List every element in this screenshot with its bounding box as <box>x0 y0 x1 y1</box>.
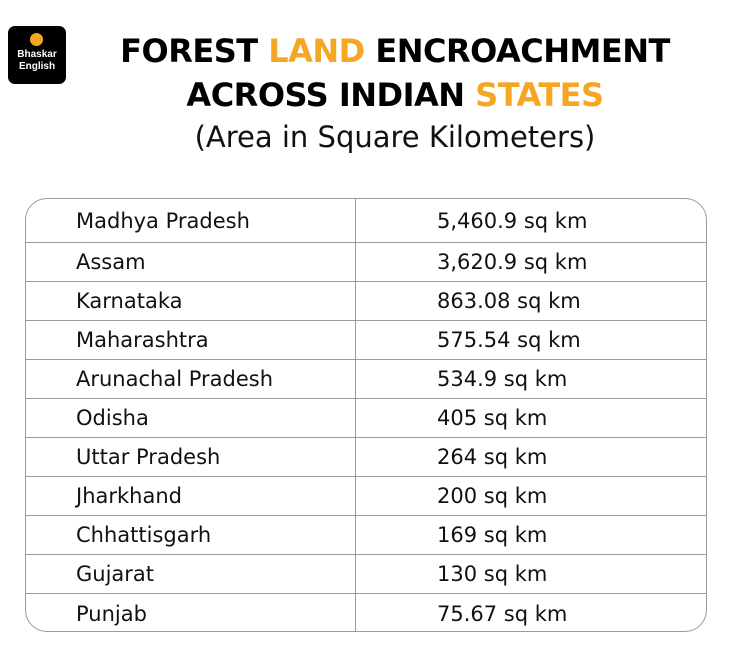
title-accent-states: STATES <box>475 76 604 114</box>
table-row: Madhya Pradesh 5,460.9 sq km <box>26 199 706 243</box>
state-name-cell: Maharashtra <box>76 328 209 352</box>
table-row: Jharkhand 200 sq km <box>26 477 706 516</box>
table-body: Madhya Pradesh 5,460.9 sq km Assam 3,620.9 … <box>26 199 706 631</box>
table-row: Chhattisgarh 169 sq km <box>26 516 706 555</box>
title-line-1-part-2: ENCROACHMENT <box>364 32 670 70</box>
area-value-cell: 3,620.9 sq km <box>437 250 588 274</box>
area-value-cell: 200 sq km <box>437 484 548 508</box>
subtitle: (Area in Square Kilometers) <box>194 120 596 154</box>
area-value-cell: 405 sq km <box>437 406 548 430</box>
bhaskar-english-logo: Bhaskar English <box>8 26 66 84</box>
area-value-cell: 264 sq km <box>437 445 548 469</box>
state-name-cell: Karnataka <box>76 289 183 313</box>
state-name-cell: Madhya Pradesh <box>76 208 250 233</box>
state-name-cell: Jharkhand <box>76 484 182 508</box>
area-value-cell: 169 sq km <box>437 523 548 547</box>
area-value-cell: 75.67 sq km <box>437 601 568 626</box>
state-name-cell: Arunachal Pradesh <box>76 367 274 391</box>
title-line-2: ACROSS INDIAN STATES <box>60 76 730 114</box>
area-value-cell: 130 sq km <box>437 562 548 586</box>
state-name-cell: Chhattisgarh <box>76 523 212 547</box>
area-value-cell: 534.9 sq km <box>437 367 568 391</box>
encroachment-table: Madhya Pradesh 5,460.9 sq km Assam 3,620.9 … <box>25 198 707 632</box>
table-row: Arunachal Pradesh 534.9 sq km <box>26 360 706 399</box>
title-line-1-part-1: FOREST <box>120 32 269 70</box>
area-value-cell: 5,460.9 sq km <box>437 208 588 233</box>
state-name-cell: Odisha <box>76 406 149 430</box>
logo-line-1: Bhaskar <box>17 49 57 60</box>
table-row: Punjab 75.67 sq km <box>26 594 706 631</box>
table-row: Karnataka 863.08 sq km <box>26 282 706 321</box>
sun-dot-icon <box>30 33 43 46</box>
column-divider <box>355 199 356 631</box>
state-name-cell: Uttar Pradesh <box>76 445 221 469</box>
title-line-2-part-1: ACROSS INDIAN <box>186 76 476 114</box>
state-name-cell: Gujarat <box>76 562 155 586</box>
title-accent-land: LAND <box>268 32 365 70</box>
state-name-cell: Assam <box>76 250 146 274</box>
table-row: Uttar Pradesh 264 sq km <box>26 438 706 477</box>
table-row: Assam 3,620.9 sq km <box>26 243 706 282</box>
state-name-cell: Punjab <box>76 601 147 626</box>
title-line-1: FOREST LAND ENCROACHMENT <box>60 32 730 70</box>
table-row: Odisha 405 sq km <box>26 399 706 438</box>
logo-line-2: English <box>18 61 56 72</box>
table-row: Gujarat 130 sq km <box>26 555 706 594</box>
table-row: Maharashtra 575.54 sq km <box>26 321 706 360</box>
area-value-cell: 863.08 sq km <box>437 289 581 313</box>
area-value-cell: 575.54 sq km <box>437 328 581 352</box>
